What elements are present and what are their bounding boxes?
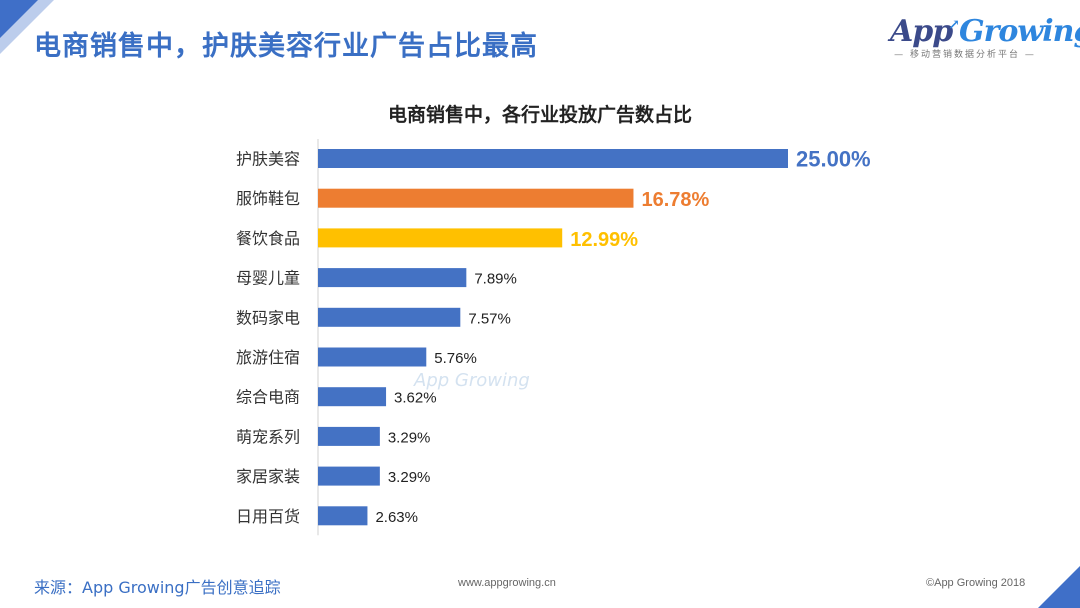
footer-copyright: ©App Growing 2018 (926, 577, 1026, 589)
data-label: 7.57% (468, 310, 511, 327)
data-label: 25.00% (796, 147, 871, 172)
footer-source: 来源：App Growing广告创意追踪 (34, 578, 281, 597)
data-label: 2.63% (375, 509, 418, 526)
category-label: 家居家装 (236, 467, 300, 486)
category-label: 护肤美容 (236, 150, 300, 169)
bar (318, 307, 461, 327)
bar (318, 228, 563, 248)
data-label: 3.62% (394, 390, 437, 407)
category-label: 服饰鞋包 (236, 189, 300, 208)
category-label: 餐饮食品 (236, 229, 300, 248)
category-label: 萌宠系列 (236, 427, 300, 446)
logo-tagline: — 移动营销数据分析平台 — (894, 50, 1036, 60)
bar (318, 268, 467, 288)
logo-wordmark: App↗Growing (890, 14, 1080, 49)
data-label: 5.76% (434, 350, 477, 367)
bar (318, 466, 380, 486)
category-label: 日用百货 (236, 507, 300, 526)
logo-word-app: App (890, 14, 953, 49)
footer-site: www.appgrowing.cn (458, 577, 556, 589)
category-label: 数码家电 (236, 308, 300, 327)
data-label: 3.29% (388, 429, 431, 446)
bar (318, 347, 427, 367)
bar (318, 149, 788, 168)
category-label: 综合电商 (236, 388, 300, 407)
data-label: 12.99% (570, 229, 638, 251)
corner-decoration-top-left (0, 0, 38, 38)
brand-logo: App↗Growing — 移动营销数据分析平台 — (890, 14, 1080, 60)
corner-decoration-bottom-right (1038, 566, 1080, 608)
chart-title: 电商销售中，各行业投放广告数占比 (387, 104, 692, 126)
page-title: 电商销售中，护肤美容行业广告占比最高 (34, 31, 538, 62)
category-label: 旅游住宿 (236, 348, 300, 367)
bar (318, 426, 380, 446)
logo-arrow-icon: ↗ (948, 17, 960, 33)
bar (318, 387, 387, 407)
data-label: 7.89% (474, 271, 517, 288)
data-label: 16.78% (641, 189, 709, 211)
bar (318, 188, 634, 208)
category-label: 母婴儿童 (236, 269, 300, 288)
logo-word-growing: Growing (958, 14, 1080, 49)
watermark: App Growing (414, 370, 530, 391)
bar (318, 506, 368, 526)
data-label: 3.29% (388, 469, 431, 486)
